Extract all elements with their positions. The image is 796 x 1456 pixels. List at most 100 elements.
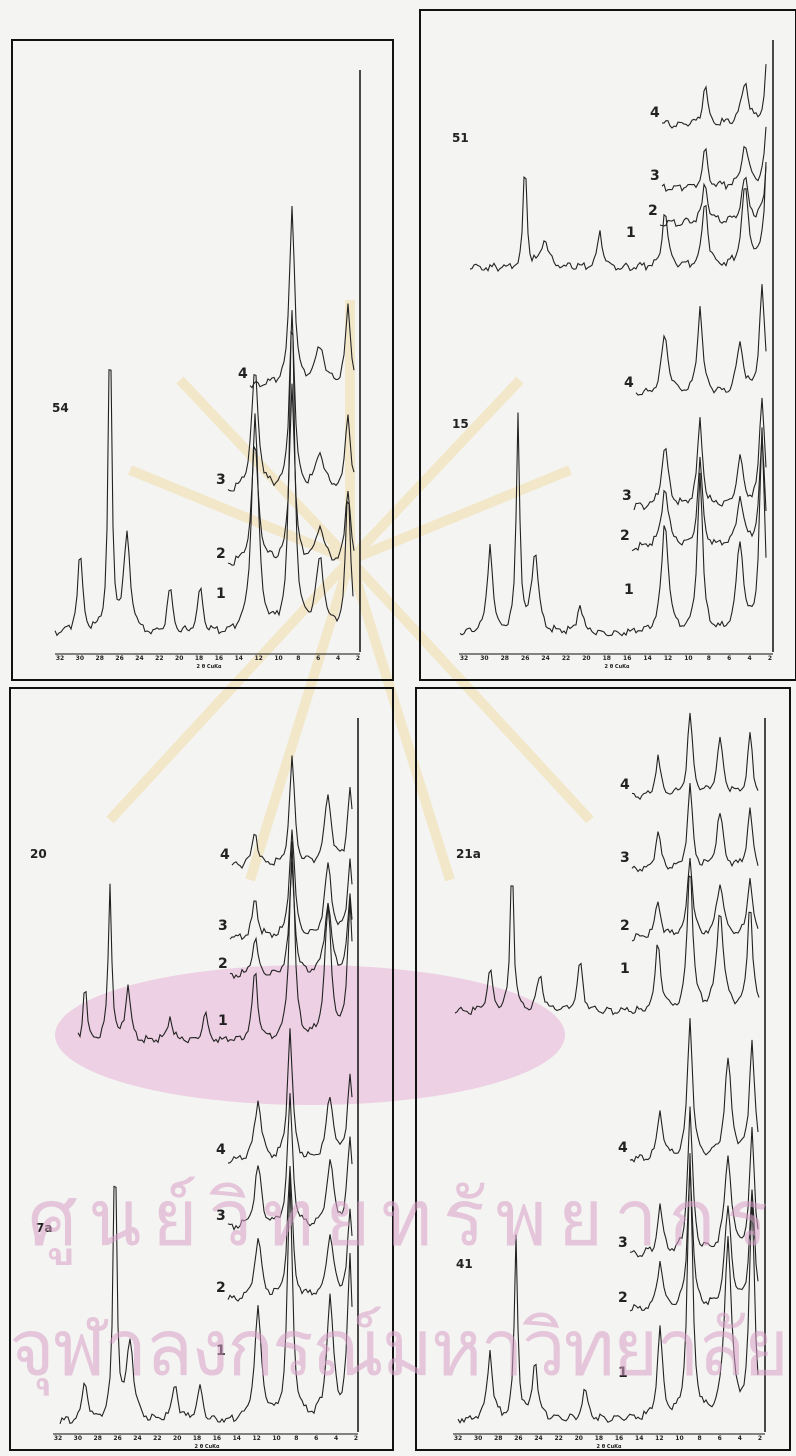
axis-tick-label: 22 bbox=[562, 655, 570, 662]
axis-tick-label: 4 bbox=[336, 655, 340, 662]
xrd-trace bbox=[632, 783, 758, 871]
axis-tick-label: 12 bbox=[655, 1435, 663, 1442]
curve-label: 4 bbox=[216, 1142, 226, 1158]
xrd-trace bbox=[636, 284, 766, 395]
axis-tick-label: 16 bbox=[623, 655, 631, 662]
curve-label: 2 bbox=[620, 918, 630, 934]
axis-tick-label: 2 bbox=[758, 1435, 762, 1442]
curve-label: 2 bbox=[648, 203, 658, 219]
curve-label: 4 bbox=[238, 366, 248, 382]
xrd-trace bbox=[630, 1018, 758, 1162]
curve-label: 2 bbox=[218, 956, 228, 972]
axis-tick-label: 2 bbox=[768, 655, 772, 662]
axis-tick-label: 4 bbox=[748, 655, 752, 662]
curve-label: 1 bbox=[216, 586, 226, 602]
sample-label: 21a bbox=[456, 847, 481, 861]
axis-tick-label: 10 bbox=[675, 1435, 683, 1442]
curve-label: 3 bbox=[218, 918, 228, 934]
curve-label: 3 bbox=[216, 472, 226, 488]
axis-tick-label: 18 bbox=[193, 1435, 201, 1442]
axis-tick-label: 16 bbox=[615, 1435, 623, 1442]
axis-tick-label: 30 bbox=[74, 1435, 82, 1442]
axis-tick-label: 12 bbox=[254, 655, 262, 662]
xrd-trace bbox=[460, 413, 766, 636]
axis-tick-label: 30 bbox=[76, 655, 84, 662]
axis-tick-label: 20 bbox=[175, 655, 183, 662]
axis-tick-label: 32 bbox=[56, 655, 64, 662]
axis-tick-label: 8 bbox=[296, 655, 300, 662]
xrd-trace bbox=[662, 127, 766, 191]
axis-tick-label: 8 bbox=[707, 655, 711, 662]
axis-tick-label: 30 bbox=[480, 655, 488, 662]
curve-label: 2 bbox=[620, 528, 630, 544]
axis-tick-label: 2 bbox=[354, 1435, 358, 1442]
axis-tick-label: 32 bbox=[454, 1435, 462, 1442]
curve-label: 4 bbox=[650, 105, 660, 121]
axis-tick-label: 16 bbox=[215, 655, 223, 662]
axis-tick-label: 30 bbox=[474, 1435, 482, 1442]
axis-tick-label: 26 bbox=[514, 1435, 522, 1442]
axis-tick-label: 28 bbox=[94, 1435, 102, 1442]
xrd-trace bbox=[662, 64, 766, 128]
axis-tick-label: 24 bbox=[135, 655, 143, 662]
xrd-trace bbox=[470, 162, 766, 271]
axis-tick-label: 14 bbox=[635, 1435, 643, 1442]
axis-tick-label: 10 bbox=[272, 1435, 280, 1442]
axis-tick-label: 20 bbox=[582, 655, 590, 662]
axis-tick-label: 2 bbox=[356, 655, 360, 662]
watermark-emblem bbox=[55, 965, 565, 1105]
page: 32302826242220181614121086422 θ CuKα5412… bbox=[0, 0, 796, 1456]
axis-title: 2 θ CuKα bbox=[197, 664, 222, 670]
curve-label: 1 bbox=[624, 582, 634, 598]
axis-tick-label: 28 bbox=[96, 655, 104, 662]
axis-tick-label: 14 bbox=[233, 1435, 241, 1442]
axis-tick-label: 26 bbox=[521, 655, 529, 662]
xrd-trace bbox=[250, 206, 354, 388]
axis-tick-label: 6 bbox=[314, 1435, 318, 1442]
axis-tick-label: 18 bbox=[603, 655, 611, 662]
axis-tick-label: 18 bbox=[195, 655, 203, 662]
axis-tick-label: 14 bbox=[643, 655, 651, 662]
axis-tick-label: 26 bbox=[115, 655, 123, 662]
axis-tick-label: 20 bbox=[575, 1435, 583, 1442]
axis-tick-label: 20 bbox=[173, 1435, 181, 1442]
curve-label: 4 bbox=[618, 1140, 628, 1156]
sample-label: 20 bbox=[30, 847, 47, 861]
curve-label: 1 bbox=[620, 961, 630, 977]
xrd-trace bbox=[55, 332, 353, 635]
axis-tick-label: 12 bbox=[252, 1435, 260, 1442]
axis-tick-label: 8 bbox=[294, 1435, 298, 1442]
curve-label: 4 bbox=[624, 375, 634, 391]
axis-tick-label: 10 bbox=[684, 655, 692, 662]
curve-label: 3 bbox=[620, 850, 630, 866]
axis-tick-label: 22 bbox=[155, 655, 163, 662]
xrd-trace bbox=[632, 858, 758, 941]
xrd-trace bbox=[632, 713, 758, 799]
axis-tick-label: 32 bbox=[54, 1435, 62, 1442]
axis-tick-label: 18 bbox=[595, 1435, 603, 1442]
axis-tick-label: 26 bbox=[113, 1435, 121, 1442]
axis-tick-label: 6 bbox=[718, 1435, 722, 1442]
axis-tick-label: 28 bbox=[501, 655, 509, 662]
axis-tick-label: 6 bbox=[727, 655, 731, 662]
axis-title: 2 θ CuKα bbox=[605, 664, 630, 670]
scan: 32302826242220181614121086422 θ CuKα5412… bbox=[0, 0, 796, 1456]
xrd-trace bbox=[660, 166, 766, 226]
axis-tick-label: 4 bbox=[334, 1435, 338, 1442]
watermark-line: ศูนย์วิทยทรัพยากร bbox=[28, 1174, 768, 1265]
watermark-line: จุฬาลงกรณ์มหาวิทยาลัย bbox=[9, 1304, 789, 1396]
axis-tick-label: 8 bbox=[698, 1435, 702, 1442]
curve-label: 1 bbox=[218, 1013, 228, 1029]
axis-tick-label: 28 bbox=[494, 1435, 502, 1442]
axis-tick-label: 16 bbox=[213, 1435, 221, 1442]
sample-label: 54 bbox=[52, 401, 69, 415]
curve-label: 4 bbox=[220, 847, 230, 863]
axis-tick-label: 12 bbox=[664, 655, 672, 662]
sample-label: 51 bbox=[452, 131, 469, 145]
axis-tick-label: 22 bbox=[554, 1435, 562, 1442]
axis-title: 2 θ CuKα bbox=[195, 1444, 220, 1450]
curve-label: 3 bbox=[650, 168, 660, 184]
axis-tick-label: 24 bbox=[133, 1435, 141, 1442]
curve-label: 2 bbox=[216, 546, 226, 562]
axis-tick-label: 32 bbox=[460, 655, 468, 662]
